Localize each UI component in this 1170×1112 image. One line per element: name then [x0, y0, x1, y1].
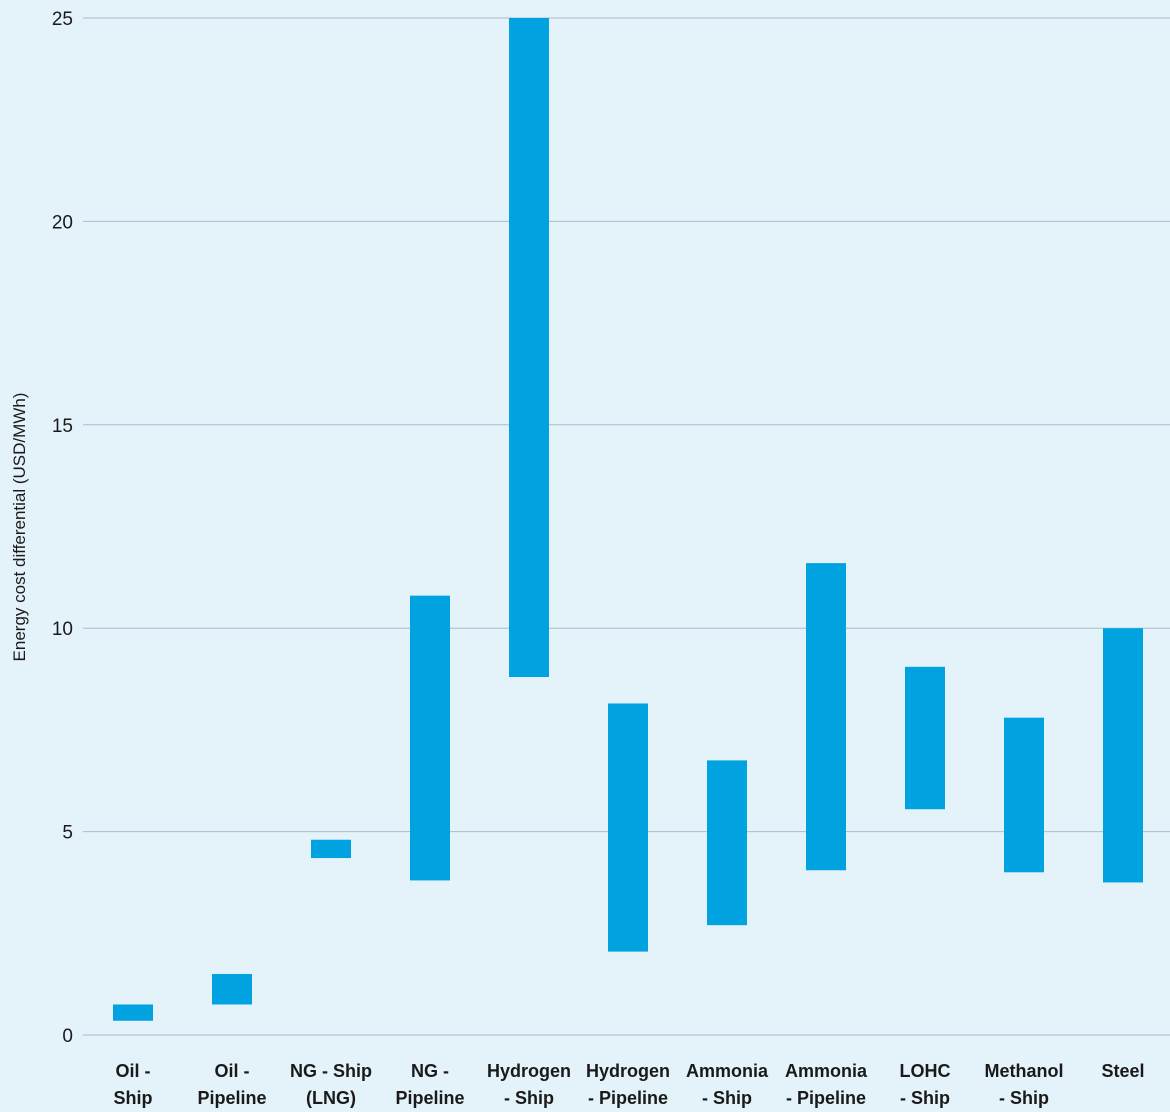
x-category-label-line: NG -: [411, 1061, 449, 1081]
bar: [1004, 717, 1044, 873]
y-tick-label: 15: [52, 416, 73, 437]
y-axis-title: Energy cost differential (USD/MWh): [10, 393, 29, 662]
x-category-label-line: Hydrogen: [487, 1061, 571, 1081]
x-category-label-line: - Ship: [702, 1088, 752, 1108]
x-category-label: NG - Pipeline: [395, 1061, 464, 1108]
x-category-label-line: - Pipeline: [786, 1088, 866, 1108]
x-category-label-line: Oil -: [116, 1061, 151, 1081]
x-category-label-line: NG - Ship: [290, 1061, 372, 1081]
y-tick-label: 0: [62, 1026, 73, 1047]
x-category-label: NG - Ship (LNG): [290, 1061, 372, 1108]
x-category-label-line: Pipeline: [395, 1088, 464, 1108]
x-category-label-line: Hydrogen: [586, 1061, 670, 1081]
x-category-label-line: Oil -: [215, 1061, 250, 1081]
x-category-label: Ammonia - Ship: [686, 1061, 769, 1108]
x-category-label: Hydrogen - Ship: [487, 1061, 571, 1108]
x-category-label-line: Steel: [1101, 1061, 1144, 1081]
bar: [410, 595, 450, 881]
x-category-label-line: Methanol: [985, 1061, 1064, 1081]
bar: [509, 18, 549, 678]
x-category-label-line: - Ship: [504, 1088, 554, 1108]
bar: [707, 760, 747, 926]
x-category-label-line: Ammonia: [686, 1061, 769, 1081]
x-category-label-line: - Ship: [999, 1088, 1049, 1108]
gridlines: [83, 17, 1170, 1036]
y-tick-label: 5: [62, 823, 73, 844]
x-category-label-line: - Pipeline: [588, 1088, 668, 1108]
y-axis-ticks: 0 5 10 15 20 25: [52, 9, 73, 1047]
bar: [806, 563, 846, 871]
x-category-label-line: (LNG): [306, 1088, 356, 1108]
x-category-label: Steel: [1101, 1061, 1144, 1081]
bar: [311, 839, 351, 859]
x-category-label: Methanol - Ship: [985, 1061, 1064, 1108]
x-category-label-line: - Ship: [900, 1088, 950, 1108]
bar: [905, 666, 945, 810]
bar: [1103, 628, 1143, 883]
y-tick-label: 20: [52, 212, 73, 233]
bars: [113, 18, 1143, 1021]
x-category-label: LOHC - Ship: [900, 1061, 951, 1108]
bar: [212, 973, 252, 1005]
y-tick-label: 10: [52, 619, 73, 640]
bar: [113, 1004, 153, 1021]
y-tick-label: 25: [52, 9, 73, 30]
x-category-label: Oil - Pipeline: [197, 1061, 266, 1108]
x-category-label: Ammonia - Pipeline: [785, 1061, 868, 1108]
x-category-label-line: Ammonia: [785, 1061, 868, 1081]
x-category-label: Oil - Ship: [114, 1061, 153, 1108]
x-category-label-line: Ship: [114, 1088, 153, 1108]
bar: [608, 703, 648, 952]
x-category-label-line: Pipeline: [197, 1088, 266, 1108]
x-category-label: Hydrogen - Pipeline: [586, 1061, 670, 1108]
x-category-label-line: LOHC: [900, 1061, 951, 1081]
